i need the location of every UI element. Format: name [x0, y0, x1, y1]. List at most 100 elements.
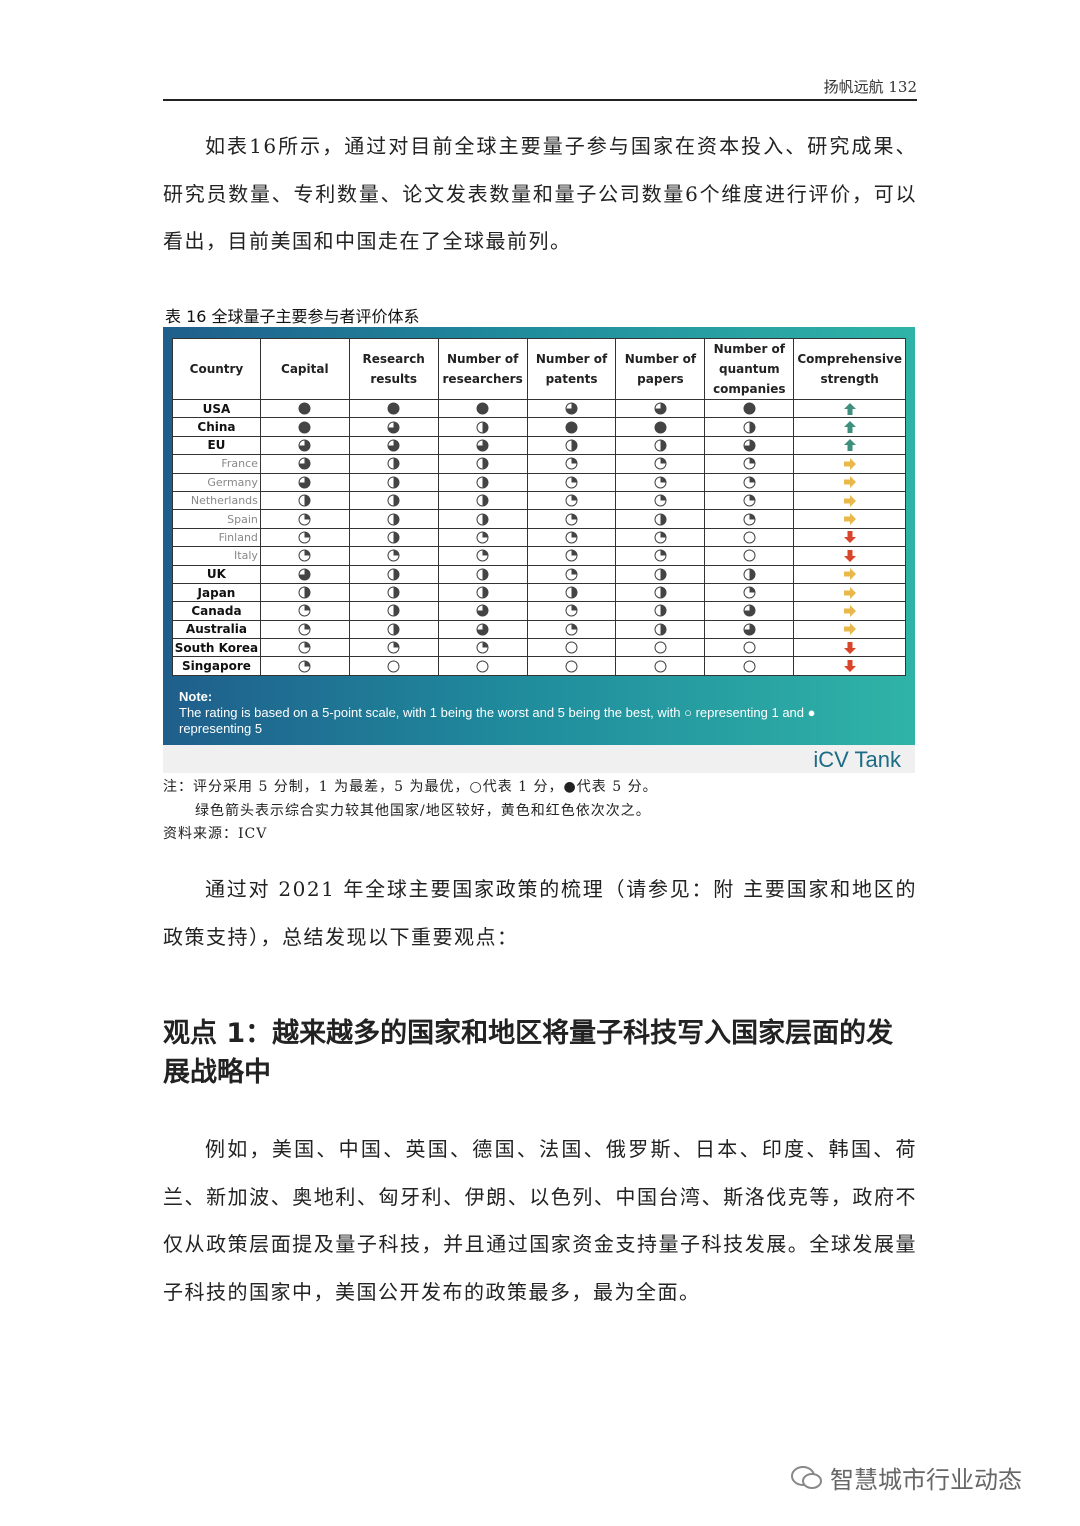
harvey-ball-2: [654, 457, 667, 470]
column-header: Comprehensive strength: [793, 338, 906, 400]
harvey-ball-3: [387, 623, 400, 636]
harvey-ball-1: [654, 660, 667, 673]
strength-cell: [793, 546, 906, 566]
harvey-ball-2: [387, 641, 400, 654]
harvey-ball-4: [476, 439, 489, 452]
arrow-down-icon: [843, 660, 856, 673]
rating-cell: [437, 417, 528, 437]
harvey-ball-2: [565, 604, 578, 617]
rating-cell: [437, 564, 528, 584]
harvey-ball-3: [387, 568, 400, 581]
harvey-ball-1: [743, 531, 756, 544]
strength-cell: [793, 638, 906, 658]
arrow-right-icon: [843, 568, 856, 581]
rating-cell: [259, 527, 350, 548]
rating-cell: [348, 546, 439, 566]
rating-cell: [259, 619, 350, 640]
harvey-ball-2: [654, 494, 667, 507]
harvey-ball-3: [476, 513, 489, 526]
table-row: Netherlands: [172, 490, 906, 511]
harvey-ball-3: [476, 421, 489, 434]
rating-cell: [526, 454, 617, 474]
arrow-down-icon: [843, 549, 856, 562]
harvey-ball-2: [565, 568, 578, 581]
table-row: Japan: [172, 582, 906, 603]
strength-cell: [793, 509, 906, 529]
harvey-ball-1: [476, 660, 489, 673]
rating-cell: [526, 417, 617, 437]
harvey-ball-4: [743, 623, 756, 636]
rating-cell: [437, 546, 528, 566]
section-heading: 观点 1：越来越多的国家和地区将量子科技写入国家层面的发展战略中: [163, 1018, 894, 1088]
harvey-ball-2: [565, 494, 578, 507]
harvey-ball-3: [565, 439, 578, 452]
rating-cell: [259, 638, 350, 658]
footnote-source: 资料来源：ICV: [163, 826, 268, 842]
harvey-ball-5: [298, 402, 311, 415]
harvey-ball-4: [565, 402, 578, 415]
table-row: Singapore: [172, 656, 906, 676]
rating-cell: [615, 417, 706, 437]
rating-cell: [704, 601, 795, 621]
rating-cell: [259, 435, 350, 456]
rating-cell: [704, 582, 795, 603]
rating-cell: [526, 656, 617, 676]
harvey-ball-1: [654, 641, 667, 654]
harvey-ball-3: [743, 568, 756, 581]
country-cell: Japan: [172, 582, 261, 603]
table-row: Spain: [172, 509, 906, 529]
harvey-ball-4: [654, 402, 667, 415]
arrow-down-icon: [843, 641, 856, 654]
harvey-ball-3: [387, 604, 400, 617]
country-cell: Finland: [172, 527, 261, 548]
rating-cell: [615, 546, 706, 566]
note-text: The rating is based on a 5-point scale, …: [179, 705, 816, 736]
harvey-ball-2: [654, 549, 667, 562]
arrow-up-icon: [843, 421, 856, 434]
table-row: Germany: [172, 472, 906, 492]
rating-cell: [259, 546, 350, 566]
country-cell: China: [172, 417, 261, 437]
harvey-ball-5: [387, 402, 400, 415]
strength-cell: [793, 490, 906, 511]
rating-cell: [704, 398, 795, 419]
harvey-ball-4: [387, 439, 400, 452]
rating-cell: [437, 490, 528, 511]
harvey-ball-2: [743, 494, 756, 507]
strength-cell: [793, 582, 906, 603]
rating-cell: [259, 509, 350, 529]
harvey-ball-5: [565, 421, 578, 434]
watermark-text: 智慧城市行业动态: [830, 1466, 1022, 1494]
country-cell: France: [172, 454, 261, 474]
paragraph-2: 通过对 2021 年全球主要国家政策的梳理（请参见：附 主要国家和地区的政策支持…: [163, 877, 917, 949]
rating-cell: [348, 509, 439, 529]
rating-cell: [704, 656, 795, 676]
rating-cell: [704, 509, 795, 529]
rating-cell: [615, 509, 706, 529]
harvey-ball-2: [743, 586, 756, 599]
harvey-ball-3: [476, 457, 489, 470]
harvey-ball-4: [476, 604, 489, 617]
harvey-ball-4: [298, 476, 311, 489]
rating-cell: [615, 527, 706, 548]
rating-cell: [259, 601, 350, 621]
harvey-ball-2: [743, 513, 756, 526]
harvey-ball-4: [298, 568, 311, 581]
harvey-ball-3: [654, 513, 667, 526]
harvey-ball-5: [298, 421, 311, 434]
harvey-ball-2: [565, 531, 578, 544]
harvey-ball-1: [743, 641, 756, 654]
rating-cell: [437, 509, 528, 529]
rating-cell: [615, 638, 706, 658]
rating-cell: [348, 472, 439, 492]
harvey-ball-2: [298, 641, 311, 654]
rating-cell: [615, 435, 706, 456]
rating-cell: [526, 472, 617, 492]
table-row: Canada: [172, 601, 906, 621]
harvey-ball-3: [387, 513, 400, 526]
harvey-ball-3: [476, 568, 489, 581]
rating-cell: [437, 582, 528, 603]
rating-cell: [437, 472, 528, 492]
harvey-ball-2: [565, 623, 578, 636]
rating-cell: [704, 564, 795, 584]
